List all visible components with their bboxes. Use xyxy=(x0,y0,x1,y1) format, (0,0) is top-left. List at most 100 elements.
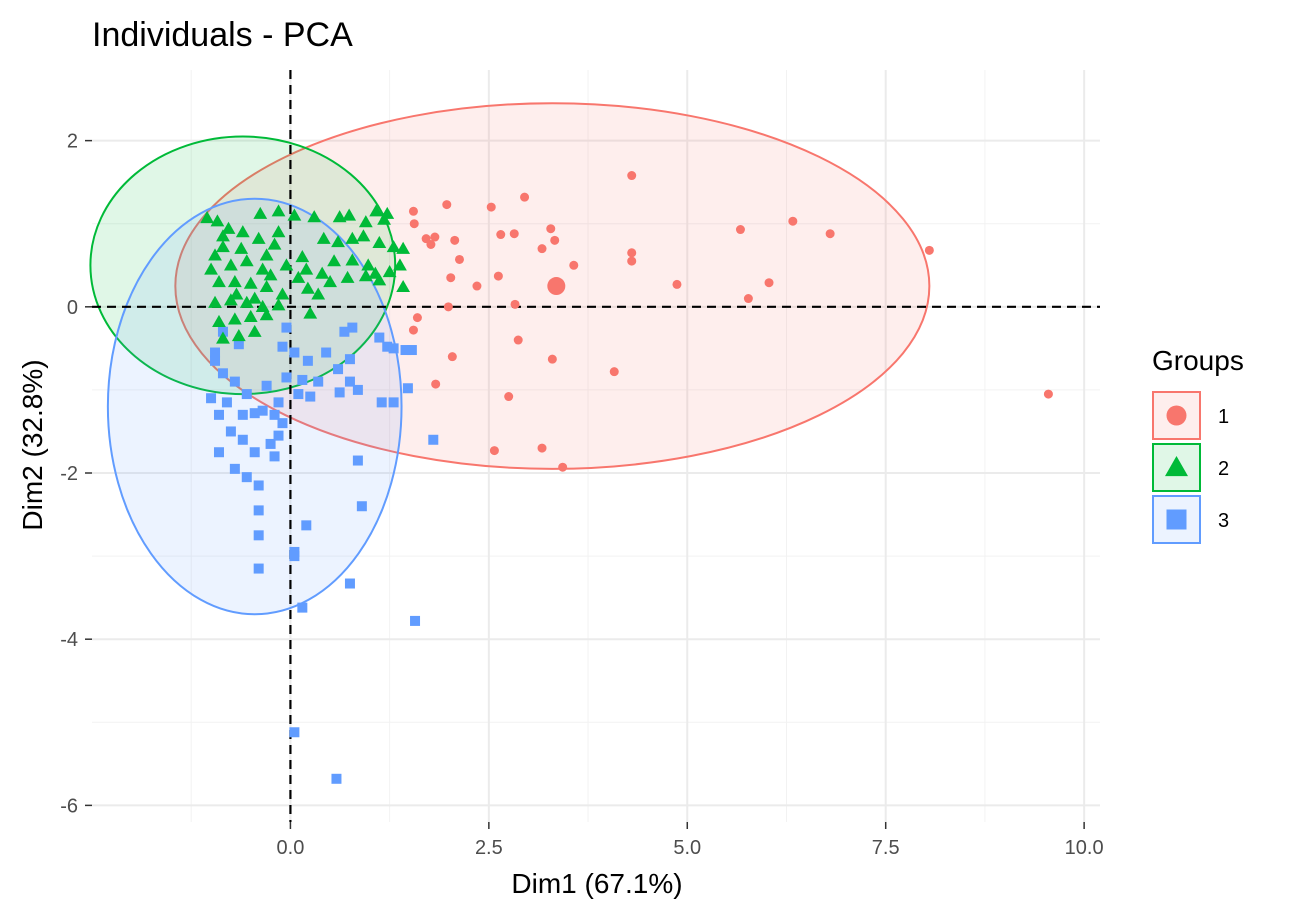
legend-marker-2 xyxy=(1165,456,1188,477)
point-group-3 xyxy=(289,727,300,738)
data-points xyxy=(200,171,1053,784)
point-group-1 xyxy=(735,225,745,235)
point-group-1 xyxy=(472,281,482,291)
point-group-2 xyxy=(345,253,360,266)
point-group-2 xyxy=(377,212,391,225)
point-group-1 xyxy=(627,256,637,266)
point-group-2 xyxy=(307,210,322,223)
ellipse-group-3 xyxy=(106,197,403,616)
point-group-2 xyxy=(369,204,384,217)
y-tick-label: -4 xyxy=(60,629,78,651)
point-group-1 xyxy=(825,229,835,239)
point-group-2 xyxy=(396,279,411,293)
point-group-2 xyxy=(227,274,242,288)
point-group-1 xyxy=(764,278,774,288)
point-group-3 xyxy=(352,455,363,466)
point-group-2 xyxy=(372,273,387,286)
point-group-2 xyxy=(208,295,222,308)
point-group-2 xyxy=(243,309,258,322)
point-group-1 xyxy=(450,235,460,245)
axes: 0.0 2.5 5.0 7.5 10.0 2 0 -2 -4 -6 xyxy=(60,131,1103,859)
centroid-group-1 xyxy=(547,277,566,296)
point-group-1 xyxy=(408,325,418,335)
point-group-2 xyxy=(200,211,214,224)
point-group-3 xyxy=(265,438,276,449)
point-group-2 xyxy=(208,248,222,261)
point-group-2 xyxy=(372,235,387,249)
point-group-1 xyxy=(426,239,436,249)
point-group-3 xyxy=(253,563,264,574)
point-group-2 xyxy=(358,269,373,282)
point-group-2 xyxy=(311,287,326,300)
point-group-2 xyxy=(259,248,274,261)
point-group-1 xyxy=(627,171,637,181)
point-group-3 xyxy=(249,447,260,458)
legend: Groups 1 2 3 xyxy=(1152,345,1244,544)
point-group-2 xyxy=(231,329,246,342)
legend-marker-1 xyxy=(1166,405,1187,426)
grid xyxy=(92,70,1100,822)
point-group-3 xyxy=(229,463,240,474)
point-group-1 xyxy=(486,202,496,212)
point-group-2 xyxy=(255,299,270,312)
point-group-2 xyxy=(223,258,238,271)
point-group-2 xyxy=(212,314,226,327)
point-group-3 xyxy=(281,372,292,383)
point-group-3 xyxy=(297,602,308,613)
point-group-1 xyxy=(1043,389,1053,399)
point-group-2 xyxy=(255,262,270,275)
point-group-3 xyxy=(293,389,304,400)
point-group-2 xyxy=(210,214,225,227)
point-group-1 xyxy=(627,248,637,258)
point-group-2 xyxy=(303,306,318,319)
y-tick-label: 2 xyxy=(67,131,78,153)
point-group-2 xyxy=(331,235,345,248)
point-group-3 xyxy=(352,384,363,395)
point-group-1 xyxy=(537,244,547,254)
point-group-2 xyxy=(227,312,242,325)
point-group-1 xyxy=(454,254,464,264)
point-group-2 xyxy=(229,287,244,300)
point-group-3 xyxy=(305,391,316,402)
x-tick-label: 0.0 xyxy=(277,837,305,859)
point-group-1 xyxy=(513,335,523,345)
point-group-3 xyxy=(376,397,387,408)
point-group-3 xyxy=(261,380,272,391)
point-group-3 xyxy=(206,393,217,404)
point-group-1 xyxy=(442,200,452,210)
point-group-3 xyxy=(237,409,248,420)
point-group-3 xyxy=(210,347,221,358)
point-group-3 xyxy=(428,434,439,445)
point-group-3 xyxy=(269,409,280,420)
point-group-3 xyxy=(237,434,248,445)
point-group-1 xyxy=(412,313,422,323)
point-group-1 xyxy=(788,216,798,226)
point-group-2 xyxy=(315,266,330,279)
point-group-1 xyxy=(509,229,519,239)
legend-label-2: 2 xyxy=(1218,458,1229,480)
chart-title: Individuals - PCA xyxy=(92,16,353,54)
point-group-2 xyxy=(216,240,230,253)
point-group-2 xyxy=(316,231,331,244)
point-group-3 xyxy=(388,343,399,354)
point-group-1 xyxy=(446,273,456,283)
point-group-3 xyxy=(233,339,244,350)
point-group-2 xyxy=(300,281,315,294)
point-group-3 xyxy=(229,376,240,387)
point-group-1 xyxy=(546,224,556,234)
point-group-3 xyxy=(334,387,345,398)
point-group-2 xyxy=(212,274,226,288)
point-group-2 xyxy=(342,208,357,221)
point-group-3 xyxy=(225,426,236,437)
point-group-2 xyxy=(271,225,286,238)
point-group-3 xyxy=(313,376,324,387)
point-group-1 xyxy=(447,352,457,362)
legend-marker-3 xyxy=(1166,509,1187,530)
point-group-1 xyxy=(496,230,506,240)
point-group-2 xyxy=(396,241,411,254)
point-group-2 xyxy=(358,215,373,228)
point-group-2 xyxy=(247,324,262,337)
point-group-2 xyxy=(216,331,230,344)
point-group-1 xyxy=(569,260,579,270)
point-group-3 xyxy=(302,355,313,366)
